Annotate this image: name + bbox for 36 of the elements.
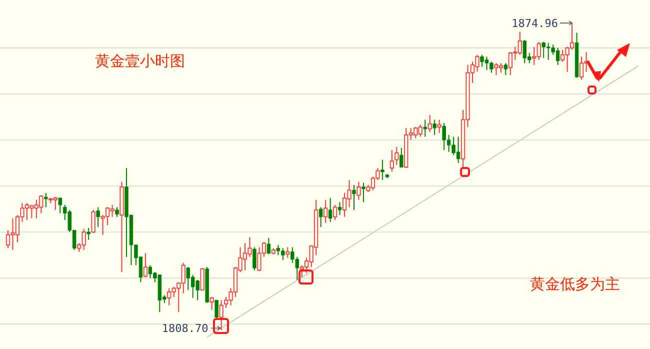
candlestick <box>318 206 323 228</box>
candlestick <box>356 181 361 200</box>
candlestick <box>286 246 290 258</box>
candlestick <box>504 62 508 76</box>
candlestick <box>96 206 100 228</box>
annotation: 黄金低多为主 <box>530 275 620 293</box>
candlestick <box>423 119 427 138</box>
candlestick <box>143 252 148 278</box>
candlestick <box>324 199 328 224</box>
candlestick <box>352 184 356 210</box>
candlestick <box>200 267 204 291</box>
candlestick <box>400 147 404 168</box>
candlestick <box>266 238 271 255</box>
candlestick <box>115 206 119 218</box>
candlestick <box>91 209 96 234</box>
candlestick <box>437 119 442 134</box>
candlestick <box>219 300 224 331</box>
candlestick <box>428 114 432 133</box>
candlestick <box>86 227 90 240</box>
candlestick <box>252 246 256 271</box>
candlestick <box>58 197 62 214</box>
candlestick <box>390 150 394 172</box>
candlestick <box>380 159 384 181</box>
candlestick <box>328 197 332 222</box>
candlestick <box>338 202 342 216</box>
annotation: 黄金壹小时图 <box>95 52 185 70</box>
annotation: 1808.70 <box>162 322 208 336</box>
candlestick <box>394 146 399 166</box>
candlestick <box>362 182 366 203</box>
candlestick <box>214 300 218 320</box>
candlestick <box>44 192 48 208</box>
candlestick <box>579 56 584 80</box>
candlestick <box>333 204 338 221</box>
candlestick <box>432 119 436 136</box>
candlestick <box>210 296 214 310</box>
annotation: 1874.96 <box>512 17 558 30</box>
